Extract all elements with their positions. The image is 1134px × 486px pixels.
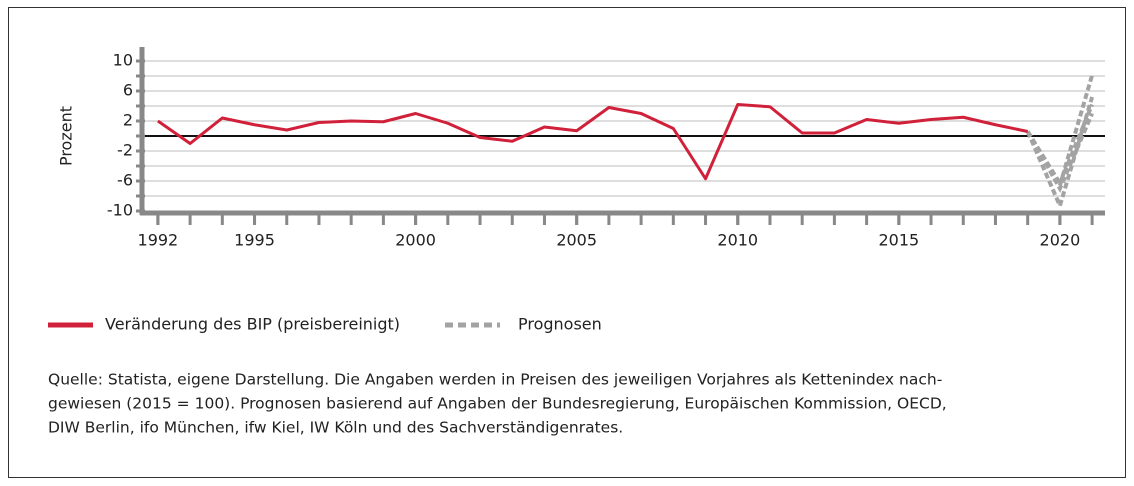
y-tick-label: -2 (117, 141, 133, 160)
source-note: DIW Berlin, ifo München, ifw Kiel, IW Kö… (48, 419, 623, 437)
y-tick-label: -10 (107, 201, 133, 220)
forecast-line (1025, 96, 1095, 212)
x-tick-label: 1995 (234, 231, 275, 250)
legend-label: Veränderung des BIP (preisbereinigt) (105, 315, 400, 334)
series-line (157, 103, 1028, 181)
y-axis-label: Prozent (57, 106, 76, 166)
source-note: Quelle: Statista, eigene Darstellung. Di… (48, 371, 942, 389)
x-tick-label: 2010 (717, 231, 758, 250)
y-tick-label: 2 (123, 111, 133, 130)
forecast-line (1025, 112, 1094, 193)
x-tick-label: 1992 (138, 231, 179, 250)
x-tick-label: 2015 (878, 231, 919, 250)
source-note: gewiesen (2015 = 100). Prognosen basiere… (48, 395, 947, 413)
x-tick-label: 2000 (395, 231, 436, 250)
y-tick-label: 10 (113, 51, 133, 70)
frame (8, 7, 1126, 478)
x-tick-label: 2005 (556, 231, 597, 250)
y-tick-label: -6 (117, 171, 133, 190)
y-tick-label: 6 (123, 81, 133, 100)
x-tick-label: 2020 (1040, 231, 1081, 250)
forecast-line (1025, 103, 1094, 188)
legend-label: Prognosen (518, 315, 602, 334)
